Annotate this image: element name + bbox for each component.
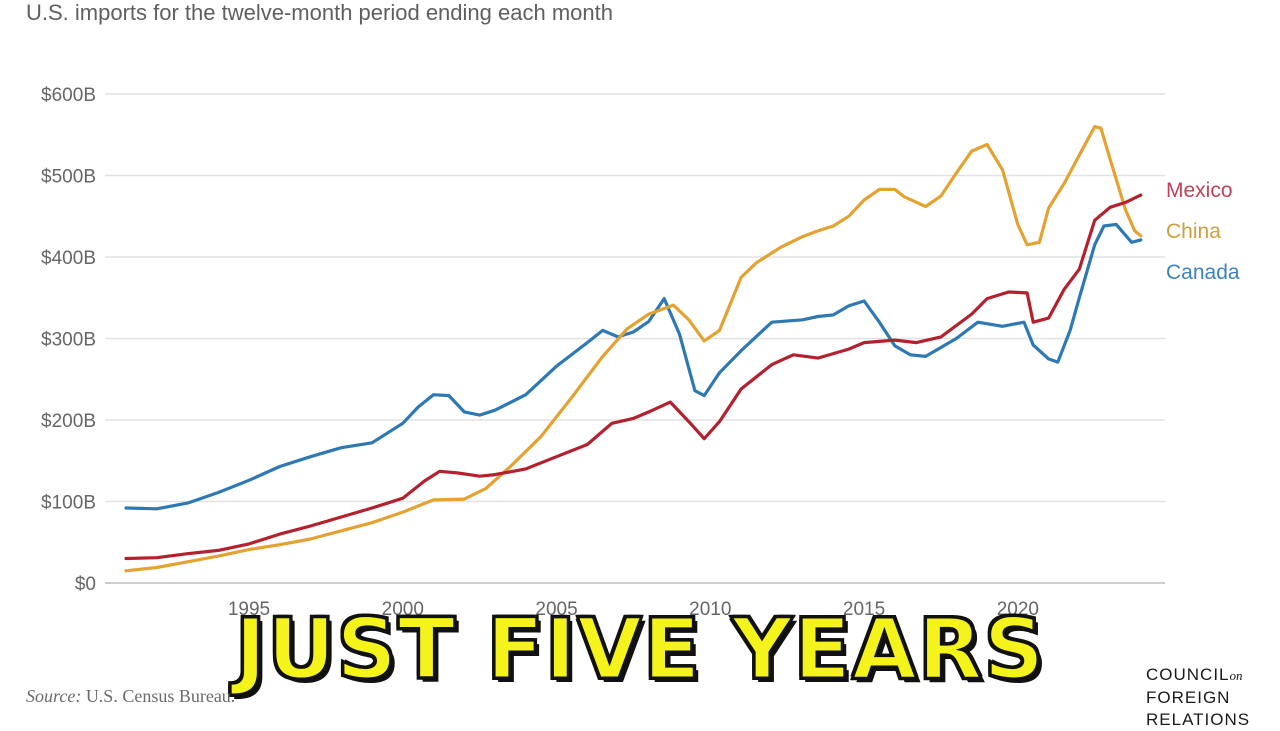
y-tick-label: $0 bbox=[75, 574, 96, 595]
video-caption: JUST FIVE YEARS bbox=[233, 599, 1046, 700]
legend-label-mexico: Mexico bbox=[1166, 179, 1233, 202]
series-line-canada bbox=[124, 222, 1143, 511]
logo-line3: RELATIONS bbox=[1146, 710, 1251, 729]
series-line-china bbox=[124, 125, 1143, 573]
source-label: Source: bbox=[26, 686, 82, 706]
x-tick-label: 1995 bbox=[228, 599, 270, 620]
logo-line1: COUNCIL bbox=[1146, 665, 1230, 684]
y-tick-label: $300B bbox=[41, 330, 96, 351]
y-tick-label: $600B bbox=[41, 85, 96, 106]
x-tick-label: 2000 bbox=[382, 599, 424, 620]
gridlines bbox=[105, 93, 1165, 584]
legend: Mexico China Canada bbox=[1166, 179, 1240, 284]
legend-label-china: China bbox=[1166, 220, 1221, 243]
cfr-logo: COUNCILon FOREIGN RELATIONS bbox=[1146, 664, 1250, 731]
x-tick-label: 2015 bbox=[843, 599, 885, 620]
source-note: Source: U.S. Census Bureau. bbox=[26, 686, 235, 707]
x-axis-ticks: 1995 2000 2005 2010 2015 2020 bbox=[228, 599, 1039, 620]
x-tick-label: 2010 bbox=[689, 599, 731, 620]
series-line-mexico bbox=[124, 193, 1143, 561]
y-axis-ticks: $0 $100B $200B $300B $400B $500B $600B bbox=[41, 85, 96, 595]
y-tick-label: $100B bbox=[41, 493, 96, 514]
x-tick-label: 2020 bbox=[997, 599, 1039, 620]
y-tick-label: $500B bbox=[41, 167, 96, 188]
x-tick-label: 2005 bbox=[535, 599, 577, 620]
y-tick-label: $400B bbox=[41, 248, 96, 269]
series-lines bbox=[124, 125, 1143, 573]
y-tick-label: $200B bbox=[41, 411, 96, 432]
legend-label-canada: Canada bbox=[1166, 261, 1240, 284]
logo-line2: FOREIGN bbox=[1146, 688, 1231, 707]
source-text: U.S. Census Bureau. bbox=[85, 686, 236, 706]
chart-subtitle: U.S. imports for the twelve-month period… bbox=[26, 0, 613, 25]
logo-on: on bbox=[1229, 668, 1243, 683]
